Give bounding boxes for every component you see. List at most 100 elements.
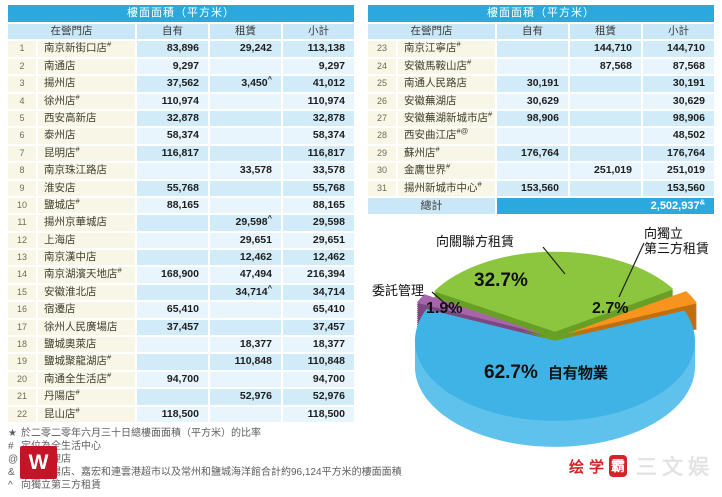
rent-value: 33,578: [210, 163, 281, 179]
subtotal-value: 37,457: [283, 319, 354, 336]
row-number: 23: [368, 41, 396, 57]
rent-value: [570, 145, 641, 162]
own-value: [137, 337, 208, 353]
table-row: 5 西安高新店 32,878 32,878: [8, 110, 354, 127]
column-header-own: 自有: [497, 24, 568, 40]
store-name: 揚州京華城店: [38, 215, 135, 231]
right-floor-area-table: 樓面面積（平方米） 在營門店 自有 租賃 小計 23 南京江寧店# 144,710 1…: [368, 5, 714, 216]
own-value: 65,410: [137, 302, 208, 318]
subtotal-value: 65,410: [283, 302, 354, 318]
row-number: 15: [8, 284, 36, 301]
table-row: 16 宿遷店 65,410 65,410: [8, 302, 354, 318]
subtotal-value: 58,374: [283, 128, 354, 144]
own-value: 37,562: [137, 76, 208, 92]
row-number: 31: [368, 180, 396, 196]
footnotes: ★於二零二零年六月三十日總樓面面積（平方米）的比率 #定位為全生活中心 @委託管…: [8, 427, 568, 492]
row-number: 25: [368, 76, 396, 92]
store-name: 宿遷店: [38, 302, 135, 318]
own-value: [497, 128, 568, 144]
column-header-own: 自有: [137, 24, 208, 40]
table-row: 12 上海店 29,651 29,651: [8, 232, 354, 249]
store-name: 泰州店: [38, 128, 135, 144]
pie-slice-own: [414, 309, 695, 421]
store-name: 鹽城奧萊店: [38, 337, 135, 353]
footnote-amp: & 包括溧陽店、嘉宏和連雲港超市以及常州和鹽城海洋館合計約96,124平方米的樓面…: [8, 467, 402, 478]
own-value: [497, 58, 568, 75]
store-name: 安徽淮北店: [38, 284, 135, 301]
own-value: [137, 163, 208, 179]
left-table-body: 1 南京新街口店# 83,896 29,242 113,138 2 南通店 9,297 9,29…: [8, 41, 354, 422]
pie-slice-third: [567, 291, 697, 334]
table-row: 9 淮安店 55,768 55,768: [8, 180, 354, 196]
own-value: [137, 232, 208, 249]
store-name: 蘇州店#: [398, 145, 495, 162]
row-number: 8: [8, 163, 36, 179]
own-value: [137, 215, 208, 231]
subtotal-value: 30,629: [643, 93, 714, 109]
row-number: 1: [8, 41, 36, 57]
store-name: 安徽馬鞍山店#: [398, 58, 495, 75]
row-number: 3: [8, 76, 36, 92]
row-number: 19: [8, 354, 36, 370]
store-name: 揚州新城市中心#: [398, 180, 495, 196]
right-table-header-row: 在營門店 自有 租賃 小計: [368, 24, 714, 40]
rent-value: 52,976: [210, 389, 281, 405]
row-number: 9: [8, 180, 36, 196]
subtotal-value: 52,976: [283, 389, 354, 405]
row-number: 27: [368, 110, 396, 127]
pie-label-related: 向關聯方租賃: [436, 234, 515, 249]
rent-value: [210, 302, 281, 318]
subtotal-value: 29,651: [283, 232, 354, 249]
table-row: 6 泰州店 58,374 58,374: [8, 128, 354, 144]
subtotal-value: 32,878: [283, 110, 354, 127]
row-number: 18: [8, 337, 36, 353]
footnote-star: ★ 於二零二零年六月三十日總樓面面積（平方米）的比率: [8, 428, 261, 439]
ownership-pie-chart: 向關聯方租賃 向獨立 第三方租賃 委託管理 32.7% 2.7% 1.9% 62…: [372, 226, 722, 474]
table-row: 2 南通店 9,297 9,297: [8, 58, 354, 75]
store-name: 南京湖濱天地店#: [38, 267, 135, 283]
right-table-title: 樓面面積（平方米）: [368, 5, 714, 22]
brand-char-2: 学: [588, 458, 604, 476]
own-value: [137, 389, 208, 405]
grand-total-value: 2,502,937&: [497, 197, 714, 214]
table-row: 29 蘇州店# 176,764 176,764: [368, 145, 714, 162]
subtotal-value: 55,768: [283, 180, 354, 196]
row-number: 20: [8, 371, 36, 388]
rent-value: 34,714^: [210, 284, 281, 301]
row-number: 28: [368, 128, 396, 144]
row-number: 7: [8, 145, 36, 162]
store-name: 上海店: [38, 232, 135, 249]
table-row: 13 南京漢中店 12,462 12,462: [8, 250, 354, 266]
store-name: 丹陽店#: [38, 389, 135, 405]
store-name: 安徽蕪湖店: [398, 93, 495, 109]
right-table-body: 23 南京江寧店# 144,710 144,710 24 安徽馬鞍山店# 87,568 87,…: [368, 41, 714, 196]
own-value: [137, 284, 208, 301]
row-number: 6: [8, 128, 36, 144]
rent-value: 87,568: [570, 58, 641, 75]
store-name: 昆山店#: [38, 406, 135, 422]
table-row: 1 南京新街口店# 83,896 29,242 113,138: [8, 41, 354, 57]
rent-value: [570, 128, 641, 144]
table-row: 26 安徽蕪湖店 30,629 30,629: [368, 93, 714, 109]
own-value: 58,374: [137, 128, 208, 144]
own-value: 30,191: [497, 76, 568, 92]
rent-value: 12,462: [210, 250, 281, 266]
table-row: 30 金鷹世界# 251,019 251,019: [368, 163, 714, 179]
table-row: 24 安徽馬鞍山店# 87,568 87,568: [368, 58, 714, 75]
own-value: 32,878: [137, 110, 208, 127]
subtotal-value: 118,500: [283, 406, 354, 422]
column-header-rent: 租賃: [570, 24, 641, 40]
table-row: 31 揚州新城市中心# 153,560 153,560: [368, 180, 714, 196]
store-name: 南京珠江路店: [38, 163, 135, 179]
row-number: 17: [8, 319, 36, 336]
store-name: 淮安店: [38, 180, 135, 196]
pie-pct-third-party: 2.7%: [592, 300, 629, 317]
row-number: 11: [8, 215, 36, 231]
column-header-store: 在營門店: [8, 24, 135, 40]
brand-gray-text: 三文娱: [636, 456, 714, 479]
own-value: 116,817: [137, 145, 208, 162]
row-number: 21: [8, 389, 36, 405]
pie-pct-own: 62.7% 自有物業: [484, 362, 608, 383]
rent-value: 3,450^: [210, 76, 281, 92]
row-number: 4: [8, 93, 36, 109]
